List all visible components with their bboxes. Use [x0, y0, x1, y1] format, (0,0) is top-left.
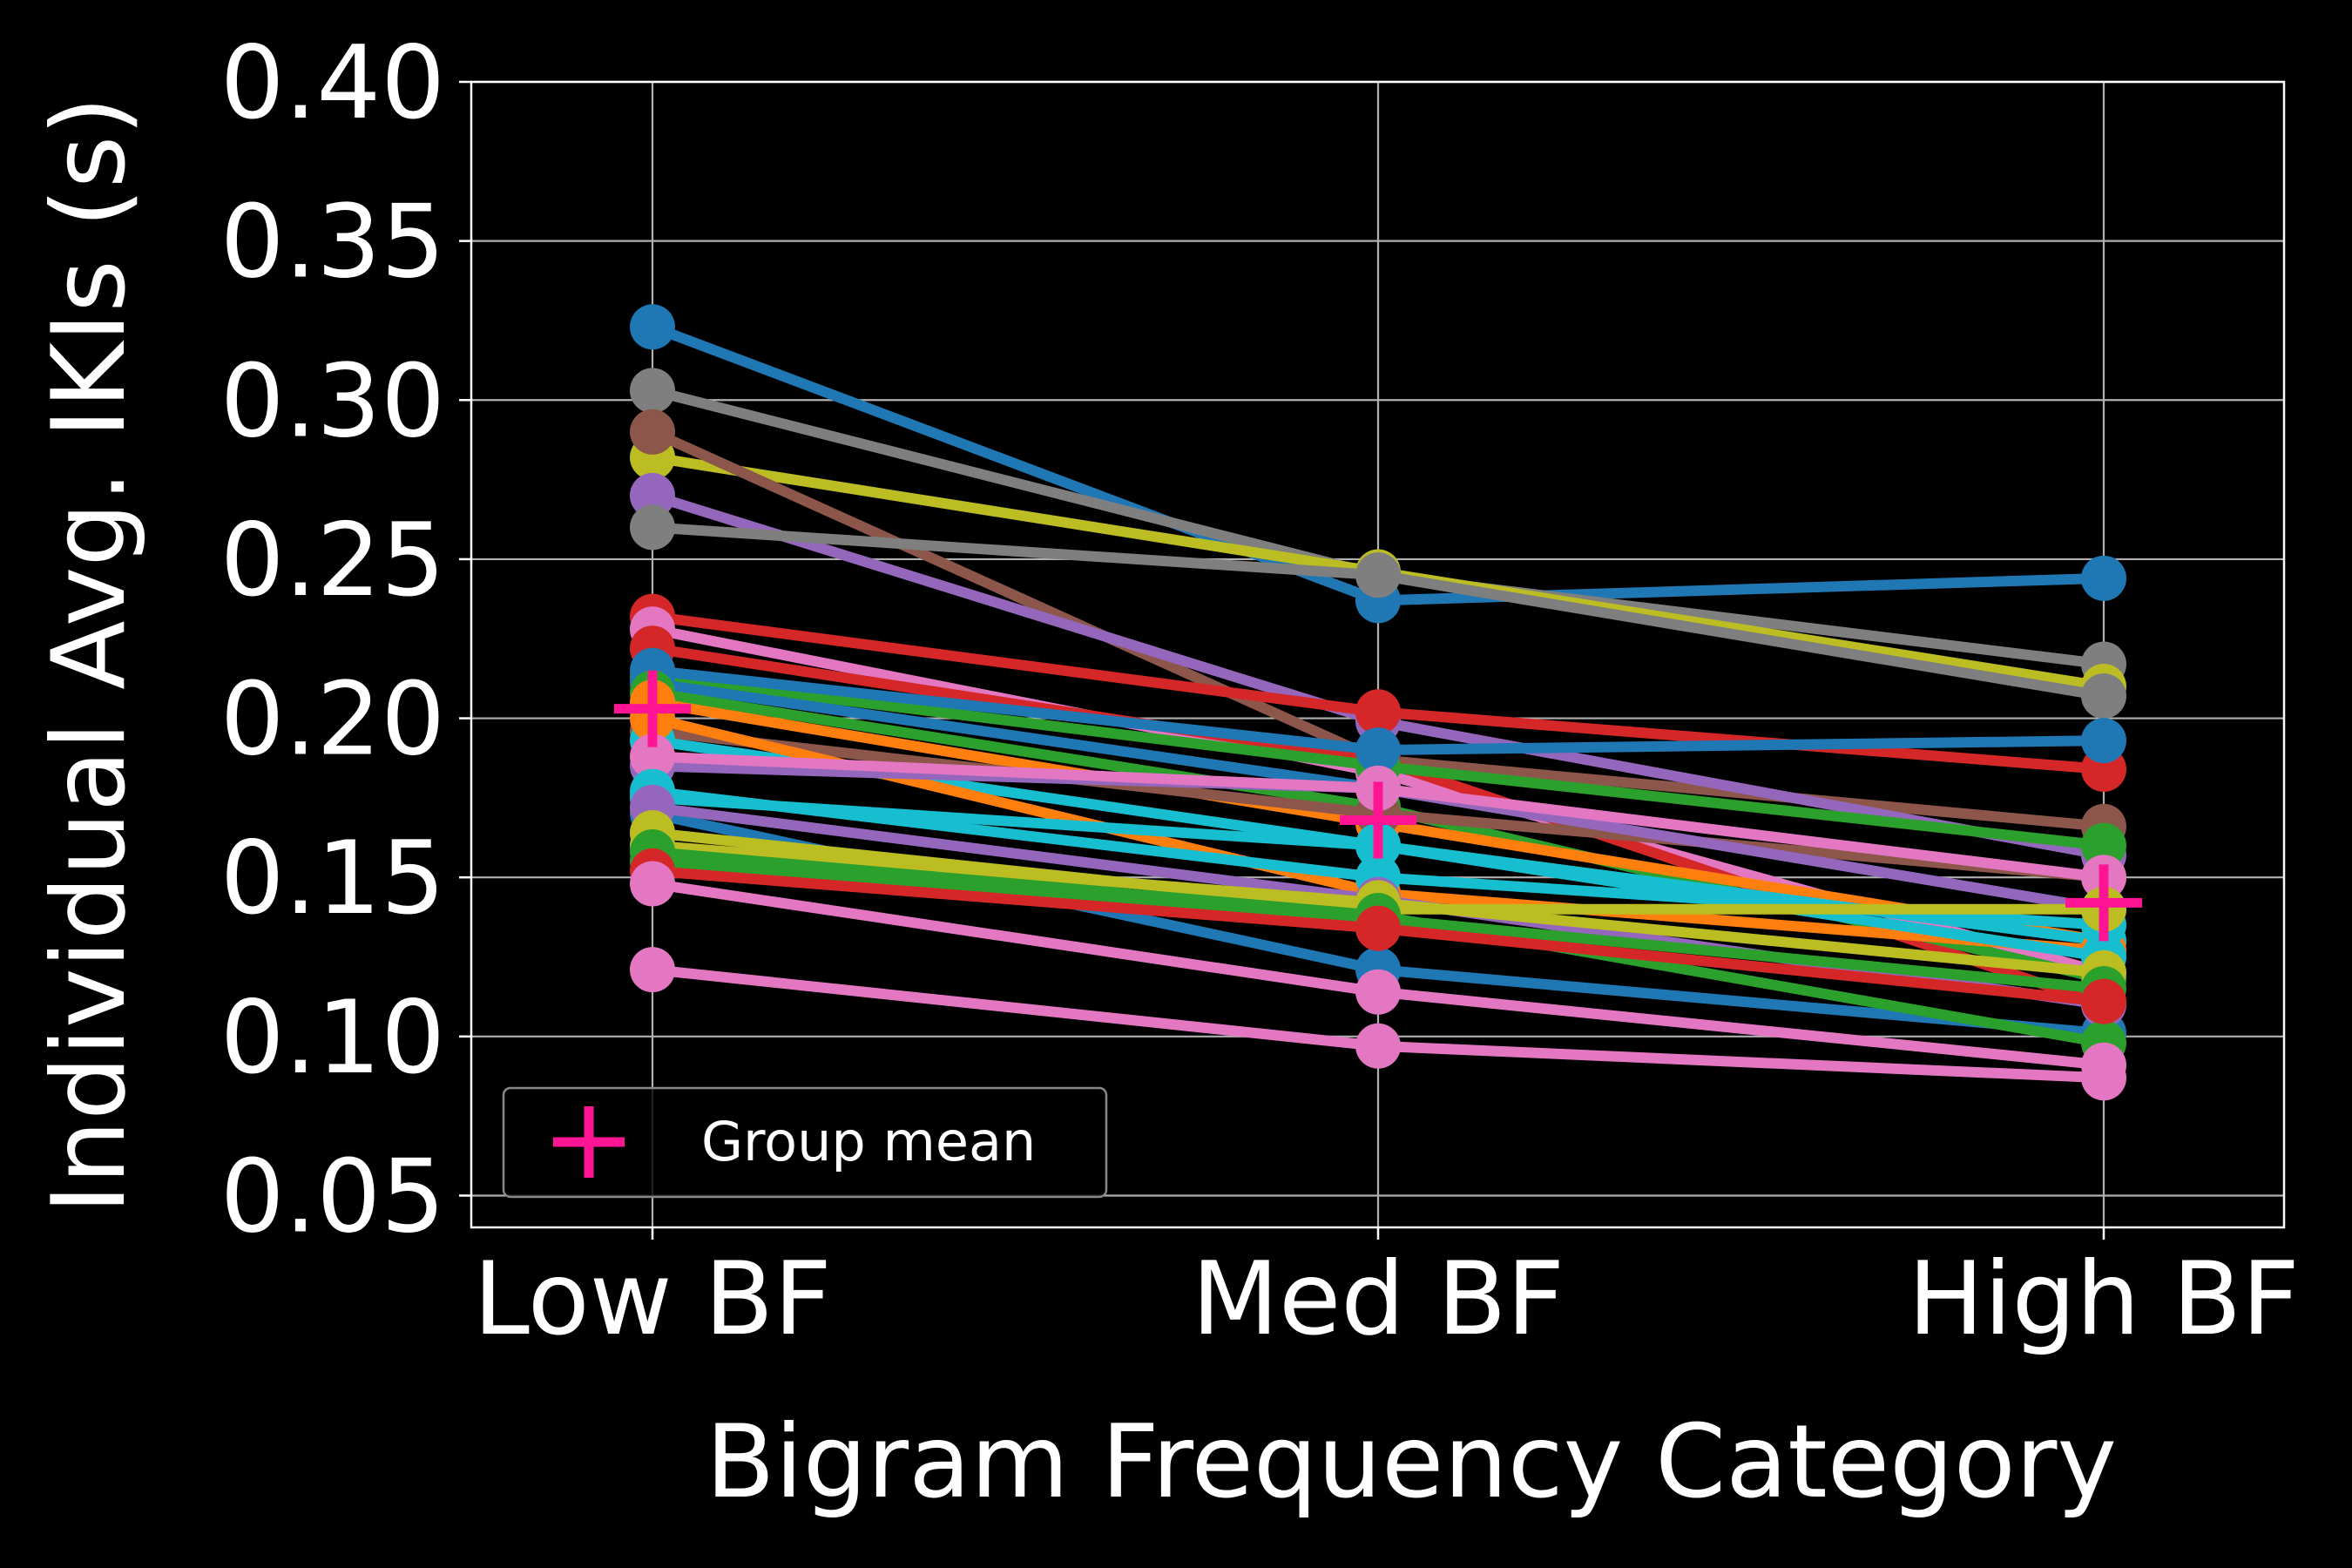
group-mean-marker [614, 670, 691, 747]
data-point [630, 304, 675, 350]
y-axis-label: Individual Avg. IKIs (s) [30, 96, 148, 1213]
y-tick-label: 0.05 [220, 1138, 445, 1255]
data-point [630, 409, 675, 455]
data-point [1355, 905, 1401, 951]
series-30 [630, 947, 2126, 1101]
legend: Group mean [502, 1086, 1108, 1199]
data-point [630, 947, 675, 993]
legend-box [502, 1086, 1108, 1199]
y-tick-label: 0.10 [220, 979, 445, 1097]
series-28 [630, 848, 2126, 1024]
legend-marker-group-mean [553, 1106, 625, 1178]
series-11 [630, 647, 2126, 774]
y-tick-label: 0.30 [220, 342, 445, 460]
series-layer [630, 304, 2126, 1101]
group-mean-marker [2065, 864, 2142, 942]
data-point [2081, 822, 2126, 868]
y-axis-ticks: 0.05 0.10 0.15 0.20 0.25 0.30 0.35 0.40 [220, 24, 471, 1255]
group-mean-layer [614, 670, 2142, 942]
y-tick-label: 0.25 [220, 502, 445, 619]
group-mean-marker [1340, 781, 1416, 859]
data-point [2081, 672, 2126, 719]
data-point [1355, 1023, 1401, 1069]
y-tick-label: 0.20 [220, 661, 445, 779]
data-point [630, 368, 675, 414]
data-point [1355, 969, 1401, 1015]
data-point [2081, 718, 2126, 764]
data-point [2081, 978, 2126, 1024]
series-6 [630, 504, 2126, 719]
data-point [2081, 555, 2126, 601]
data-point [630, 504, 675, 551]
data-point [1355, 727, 1401, 774]
data-point [2081, 1055, 2126, 1101]
y-tick-label: 0.15 [220, 820, 445, 937]
x-tick-label: Med BF [1192, 1240, 1565, 1358]
legend-label-group-mean: Group mean [701, 1110, 1036, 1173]
data-point [630, 861, 675, 907]
x-tick-label: High BF [1908, 1240, 2300, 1358]
y-tick-label: 0.40 [220, 24, 445, 142]
x-axis-ticks: Low BF Med BF High BF [473, 1227, 2300, 1358]
data-point [630, 733, 675, 780]
data-point [1355, 552, 1401, 598]
x-tick-label: Low BF [473, 1240, 832, 1358]
x-axis-label: Bigram Frequency Category [706, 1403, 2117, 1521]
data-point [1355, 689, 1401, 735]
data-point [630, 472, 675, 518]
y-tick-label: 0.35 [220, 184, 445, 301]
